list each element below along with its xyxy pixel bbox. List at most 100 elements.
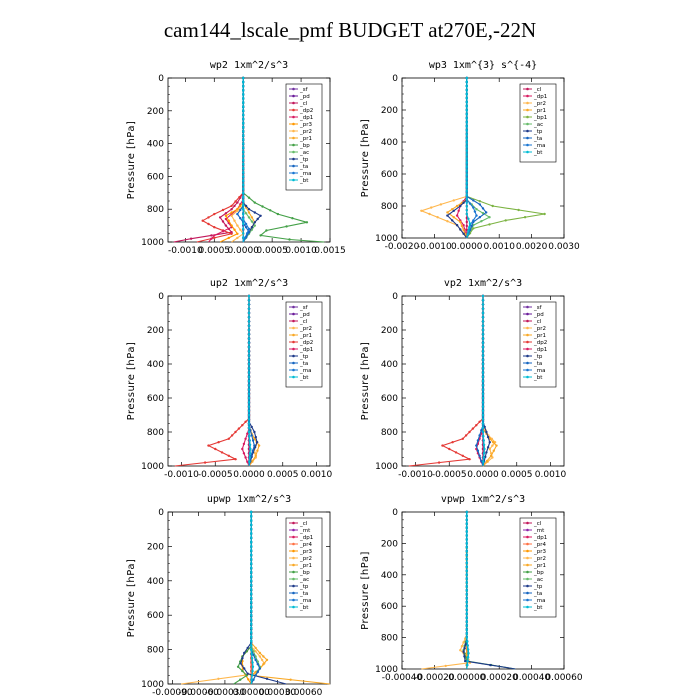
series-point [247, 345, 251, 349]
legend-label: _dp1 [533, 535, 547, 541]
x-tick-label: -0.0010 [168, 246, 203, 256]
legend-label: _sf [299, 87, 309, 93]
series-point [253, 224, 256, 227]
series-point [481, 396, 485, 400]
legend-label: _ma [299, 598, 311, 604]
series-point [244, 226, 248, 229]
series-point [250, 614, 253, 617]
series-line [463, 512, 516, 670]
series-point [465, 538, 468, 541]
legend-marker [526, 108, 529, 112]
legend-marker [526, 326, 529, 330]
y-axis-label: Pressure [hPa] [126, 342, 137, 421]
x-tick-label: -0.00090 [152, 688, 193, 698]
series-point [481, 299, 485, 302]
series-point [481, 367, 485, 370]
series-point [250, 596, 253, 600]
series-point [250, 657, 254, 660]
series-point [465, 201, 468, 204]
series-point [257, 444, 261, 447]
series-point [480, 459, 483, 463]
series-point [251, 459, 254, 463]
series-point [475, 444, 478, 447]
series-point [480, 220, 483, 223]
series-point [253, 452, 257, 455]
series-point [247, 358, 251, 361]
series-point [242, 154, 245, 158]
x-tick-label: -0.0005 [198, 470, 233, 480]
legend-marker [292, 542, 295, 546]
series-point [517, 208, 520, 212]
series-point [236, 224, 239, 227]
chart-panel-5: upwp 1xm^2/s^3 Pressure [hPa] 0 200 400 600 80… [126, 494, 331, 698]
legend-label: _dp1 [299, 115, 313, 121]
series-point [465, 137, 468, 140]
series-point [265, 677, 269, 680]
series-point [465, 526, 468, 529]
series-point [233, 228, 236, 231]
legend-label: _pr3 [299, 122, 313, 128]
series-point [253, 211, 256, 214]
series-point [242, 76, 245, 80]
y-tick-label: 200 [381, 106, 398, 116]
series-point [243, 236, 247, 239]
series-point [242, 175, 245, 178]
legend-label: _ac [533, 122, 543, 128]
series-point [462, 201, 465, 204]
series-point [465, 628, 468, 631]
series-point [472, 227, 475, 230]
series-point [253, 444, 256, 447]
legend-marker [526, 136, 529, 140]
series-point [250, 216, 254, 219]
series-point [250, 644, 253, 647]
legend-marker [526, 129, 529, 133]
series-point [465, 597, 468, 600]
series-point [250, 609, 253, 613]
x-tick-label: 0.0005 [256, 246, 288, 256]
legend-label: _bt [299, 375, 309, 381]
series-point [247, 409, 251, 412]
legend-label: _tp [299, 157, 309, 163]
series-point [465, 601, 468, 604]
series-point [224, 224, 228, 227]
series-line [466, 78, 491, 239]
series-point [481, 392, 485, 395]
series-point [250, 553, 253, 557]
series-point [258, 651, 262, 655]
series-point [250, 674, 254, 677]
y-tick-label: 600 [147, 611, 164, 621]
series-point [247, 379, 251, 383]
series-point [465, 157, 468, 160]
series-point [242, 109, 245, 113]
series-point [236, 201, 239, 204]
series-point [246, 460, 249, 463]
series-point [481, 337, 485, 340]
y-tick-label: 400 [147, 140, 164, 150]
series-point [465, 88, 468, 92]
series-point [452, 209, 455, 212]
series-point [251, 449, 254, 452]
y-tick-label: 0 [158, 292, 164, 302]
series-point [247, 216, 251, 219]
x-tick-label: -0.0010 [398, 470, 433, 480]
series-point [482, 443, 486, 446]
series-point [475, 214, 478, 217]
series-point [465, 189, 468, 192]
y-tick-label: 400 [381, 360, 398, 370]
series-point [239, 204, 242, 208]
legend-marker [292, 556, 295, 560]
series-point [481, 409, 485, 412]
legend-marker [526, 340, 529, 344]
series-point [465, 96, 468, 100]
series-point [250, 592, 253, 595]
legend-label: _dp1 [533, 347, 547, 353]
legend-label: _ma [299, 171, 311, 177]
series-point [482, 452, 486, 455]
series-point [242, 97, 245, 100]
legend-marker [292, 101, 295, 105]
series-point [242, 89, 245, 92]
series-point [485, 430, 488, 434]
series-point [460, 645, 464, 648]
x-tick-label: 0.00000 [233, 688, 270, 698]
series-point [251, 665, 255, 668]
